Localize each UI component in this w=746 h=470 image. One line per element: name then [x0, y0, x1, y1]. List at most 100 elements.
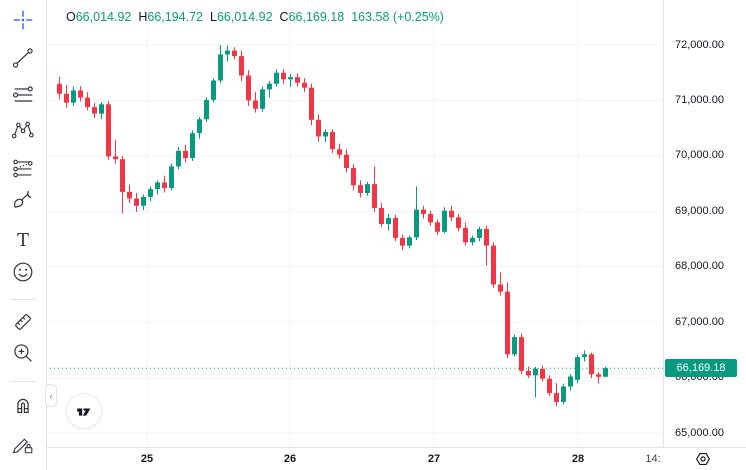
- tradingview-logo[interactable]: [66, 393, 102, 429]
- legend-ohlc-value: 66,014.92: [216, 10, 273, 24]
- candle-body: [351, 168, 356, 186]
- price-axis-label: 70,000.00: [675, 149, 724, 162]
- tool-forecast-measure[interactable]: [5, 151, 41, 185]
- legend-ohlc-letter: L: [209, 10, 217, 24]
- price-axis-label: 67,000.00: [675, 315, 724, 328]
- candle-body: [260, 89, 265, 109]
- candle-body: [288, 77, 293, 80]
- price-axis-label: 65,000.00: [675, 426, 724, 439]
- tradingview-logo-icon: [77, 408, 91, 416]
- candle-body: [309, 87, 314, 120]
- tool-lock-drawings[interactable]: [5, 426, 41, 460]
- candle-body: [589, 354, 594, 375]
- time-axis-label: 14:: [645, 453, 661, 465]
- candle-body: [561, 386, 566, 402]
- price-axis-label: 68,000.00: [675, 260, 724, 273]
- ohlc-legend: O66,014.92 H66,194.72 L66,014.92 C66,169.18…: [66, 10, 444, 24]
- emoji-icon: [13, 262, 33, 282]
- tool-text[interactable]: T: [5, 223, 41, 257]
- zoom-in-icon: [14, 344, 32, 362]
- candle-body: [554, 393, 559, 402]
- candle-body: [281, 72, 286, 80]
- tool-trend-line[interactable]: [5, 41, 41, 75]
- crosshair-icon: [13, 10, 33, 30]
- time-axis[interactable]: 25 26 27 28 14:: [46, 447, 746, 470]
- hide-toolbar-button[interactable]: ‹: [45, 384, 57, 407]
- tool-fib-retracement[interactable]: [5, 78, 41, 112]
- candle-body: [484, 229, 489, 246]
- candle-body: [106, 104, 111, 157]
- candle-body: [295, 77, 300, 83]
- candle-body: [323, 132, 328, 137]
- candlestick-chart[interactable]: [46, 0, 663, 447]
- candle-body: [519, 337, 524, 371]
- legend-ohlc-letter: O: [66, 10, 76, 24]
- candle-body: [414, 209, 419, 238]
- candle-body: [575, 357, 580, 380]
- price-axis-label: 72,000.00: [675, 38, 724, 51]
- trend-line-icon: [12, 48, 33, 68]
- tool-zoom-in[interactable]: [5, 336, 41, 370]
- legend-change: 163.58 (+0.25%): [351, 10, 444, 24]
- time-axis-label: 27: [427, 453, 441, 465]
- candle-body: [155, 182, 160, 190]
- candle-body: [127, 191, 132, 199]
- candle-body: [596, 374, 601, 377]
- candle-body: [232, 50, 237, 57]
- candle-body: [246, 75, 251, 101]
- forecast-measure-icon: [13, 159, 33, 178]
- candle-body: [78, 90, 83, 98]
- candle-body: [204, 99, 209, 120]
- candle-body: [176, 150, 181, 167]
- tool-crosshair[interactable]: [5, 3, 41, 37]
- candle-body: [57, 83, 62, 94]
- candle-body: [533, 368, 538, 376]
- brush-icon: [14, 190, 32, 208]
- candle-body: [337, 149, 342, 155]
- candle-body: [428, 214, 433, 223]
- lock-drawings-icon: [12, 438, 33, 454]
- candle-body: [85, 97, 90, 108]
- tool-magnet[interactable]: [5, 387, 41, 421]
- candle-body: [512, 337, 517, 355]
- toolbar-divider: [10, 381, 36, 382]
- candle-body: [603, 368, 608, 377]
- candle-body: [498, 284, 503, 292]
- candle-body: [400, 237, 405, 246]
- candle-body: [120, 159, 125, 192]
- tool-emoji[interactable]: [5, 255, 41, 289]
- candle-body: [253, 100, 258, 109]
- candle-body: [190, 133, 195, 159]
- candle-body: [372, 184, 377, 208]
- legend-ohlc-letter: C: [279, 10, 289, 24]
- candle-body: [547, 378, 552, 394]
- candle-body: [134, 198, 139, 206]
- legend-ohlc-letter: H: [138, 10, 148, 24]
- candle-body: [505, 291, 510, 355]
- time-axis-label: 25: [140, 453, 154, 465]
- tool-ruler[interactable]: [5, 305, 41, 339]
- candle-body: [491, 245, 496, 285]
- price-axis-label: 69,000.00: [675, 204, 724, 217]
- toolbar-divider: [10, 299, 36, 300]
- candle-body: [316, 119, 321, 137]
- candle-body: [162, 182, 167, 189]
- candle-body: [358, 185, 363, 193]
- axis-settings-button[interactable]: [694, 451, 712, 469]
- candle-body: [99, 104, 104, 114]
- legend-ohlc-value: 66,014.92: [75, 10, 132, 24]
- candle-body: [239, 56, 244, 76]
- candle-body: [442, 210, 447, 232]
- candle-body: [64, 93, 69, 103]
- tool-brush[interactable]: [5, 183, 41, 217]
- tool-xabcd-pattern[interactable]: [5, 113, 41, 147]
- candle-body: [365, 184, 370, 193]
- candle-body: [477, 229, 482, 238]
- candle-body: [344, 154, 349, 169]
- candle-body: [183, 150, 188, 159]
- candle-body: [393, 217, 398, 238]
- legend-ohlc-value: 66,169.18: [288, 10, 345, 24]
- xabcd-pattern-icon: [11, 121, 34, 139]
- price-axis[interactable]: 65,000.00 66,000.00 67,000.00 68,000.00 69,0…: [663, 0, 746, 447]
